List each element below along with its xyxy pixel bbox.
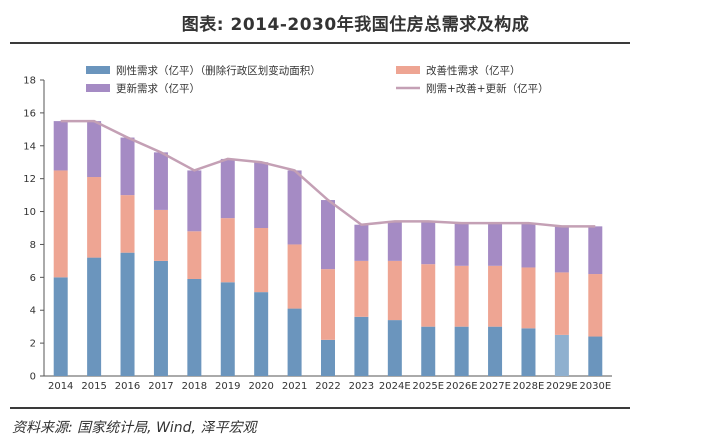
x-tick-label: 2021 xyxy=(282,381,307,392)
y-ticks: 0 2 4 6 8 10 12 14 16 18 xyxy=(23,76,44,383)
bar-renewal-2019 xyxy=(220,158,235,219)
legend-label-total: 刚需+改善+更新（亿平） xyxy=(426,82,549,95)
bar-improvement-2020 xyxy=(254,228,269,293)
y-tick-label: 10 xyxy=(23,207,36,218)
x-tick-label: 2026E xyxy=(446,381,478,392)
source-note: 资料来源: 国家统计局, Wind, 泽平宏观 xyxy=(12,420,257,436)
bar-improvement-2028E xyxy=(521,267,536,329)
bar-improvement-2017 xyxy=(153,209,168,261)
x-tick-label: 2025E xyxy=(412,381,444,392)
bar-renewal-2022 xyxy=(321,200,335,270)
legend: 刚性需求（亿平）（删除行政区划变动面积） 改善性需求（亿平） 更新需求（亿平） … xyxy=(86,64,549,95)
x-tick-label: 2027E xyxy=(479,381,511,392)
x-tick-label: 2018 xyxy=(182,381,207,392)
bar-renewal-2025E xyxy=(421,221,436,265)
bar-renewal-2026E xyxy=(454,223,469,266)
bar-improvement-2030E xyxy=(588,274,603,337)
bar-renewal-2030E xyxy=(588,226,603,275)
y-tick-label: 8 xyxy=(30,240,36,251)
x-tick-label: 2019 xyxy=(215,381,240,392)
x-tick-label: 2017 xyxy=(148,381,173,392)
total-line xyxy=(60,119,596,228)
x-tick-label: 2014 xyxy=(48,381,73,392)
y-tick-label: 18 xyxy=(23,76,36,87)
legend-label-improvement: 改善性需求（亿平） xyxy=(426,64,521,77)
bar-improvement-2022 xyxy=(321,269,335,340)
y-tick-label: 14 xyxy=(23,141,36,152)
bar-improvement-2015 xyxy=(87,177,102,258)
x-tick-label: 2022 xyxy=(315,381,340,392)
bar-rigid-2023 xyxy=(354,316,369,376)
bar-improvement-2023 xyxy=(354,260,369,317)
bar-rigid-2018 xyxy=(187,278,202,376)
bar-rigid-2025E xyxy=(421,326,436,376)
y-tick-label: 2 xyxy=(30,339,36,350)
y-tick-label: 4 xyxy=(30,306,36,317)
y-tick-label: 16 xyxy=(23,108,36,119)
bar-improvement-2029E xyxy=(554,272,569,335)
bar-rigid-2019 xyxy=(220,282,235,376)
x-tick-label: 2016 xyxy=(115,381,140,392)
bar-rigid-2021 xyxy=(287,308,302,376)
bar-rigid-2017 xyxy=(153,260,168,376)
bar-improvement-2021 xyxy=(287,244,302,309)
x-tick-label: 2029E xyxy=(546,381,578,392)
bar-renewal-2015 xyxy=(87,121,102,178)
bar-rigid-2029E xyxy=(554,334,569,376)
legend-swatch-improvement xyxy=(396,66,420,74)
y-tick-label: 12 xyxy=(23,174,36,185)
x-tick-label: 2015 xyxy=(81,381,106,392)
bar-rigid-2024E xyxy=(387,320,402,376)
bottom-divider xyxy=(10,407,630,409)
bar-rigid-2030E xyxy=(588,336,603,376)
bar-improvement-2018 xyxy=(187,231,202,279)
top-divider xyxy=(10,42,630,44)
x-tick-label: 2024E xyxy=(379,381,411,392)
legend-label-rigid: 刚性需求（亿平）（删除行政区划变动面积） xyxy=(116,64,321,77)
x-tick-label: 2023 xyxy=(349,381,374,392)
bar-renewal-2027E xyxy=(488,223,503,266)
bar-rigid-2014 xyxy=(53,277,68,376)
bar-rigid-2015 xyxy=(87,257,102,376)
bar-renewal-2018 xyxy=(187,170,202,232)
bars xyxy=(53,121,603,376)
bar-improvement-2014 xyxy=(53,170,68,278)
bar-improvement-2025E xyxy=(421,264,436,327)
legend-label-renewal: 更新需求（亿平） xyxy=(116,82,200,95)
bar-renewal-2021 xyxy=(287,170,302,245)
x-tick-label: 2020 xyxy=(248,381,273,392)
total-demand-line xyxy=(60,119,596,228)
bar-renewal-2017 xyxy=(153,152,168,210)
bar-improvement-2019 xyxy=(220,218,235,283)
bar-improvement-2016 xyxy=(120,195,135,253)
x-tick-label: 2030E xyxy=(579,381,611,392)
y-tick-label: 6 xyxy=(30,273,36,284)
bar-rigid-2027E xyxy=(488,326,503,376)
bar-improvement-2024E xyxy=(387,260,402,321)
bar-rigid-2022 xyxy=(321,339,335,376)
bar-renewal-2024E xyxy=(387,221,402,261)
bar-renewal-2029E xyxy=(554,226,569,273)
bar-rigid-2016 xyxy=(120,252,135,376)
y-tick-label: 0 xyxy=(30,372,36,383)
bar-renewal-2014 xyxy=(53,121,68,171)
page-title: 图表: 2014-2030年我国住房总需求及构成 xyxy=(181,15,530,35)
bar-renewal-2023 xyxy=(354,224,369,261)
bar-improvement-2027E xyxy=(488,265,503,327)
legend-swatch-renewal xyxy=(86,84,110,92)
bar-renewal-2028E xyxy=(521,223,536,268)
bar-rigid-2026E xyxy=(454,326,469,376)
x-ticks: 2014 2015 2016 2017 2018 2019 2020 2021 2022 2023… xyxy=(48,381,611,392)
bar-rigid-2020 xyxy=(254,292,269,376)
x-tick-label: 2028E xyxy=(513,381,545,392)
legend-swatch-rigid xyxy=(86,66,110,74)
bar-improvement-2026E xyxy=(454,265,469,327)
bar-rigid-2028E xyxy=(521,328,536,376)
bar-renewal-2016 xyxy=(120,137,135,196)
bar-renewal-2020 xyxy=(254,162,269,228)
